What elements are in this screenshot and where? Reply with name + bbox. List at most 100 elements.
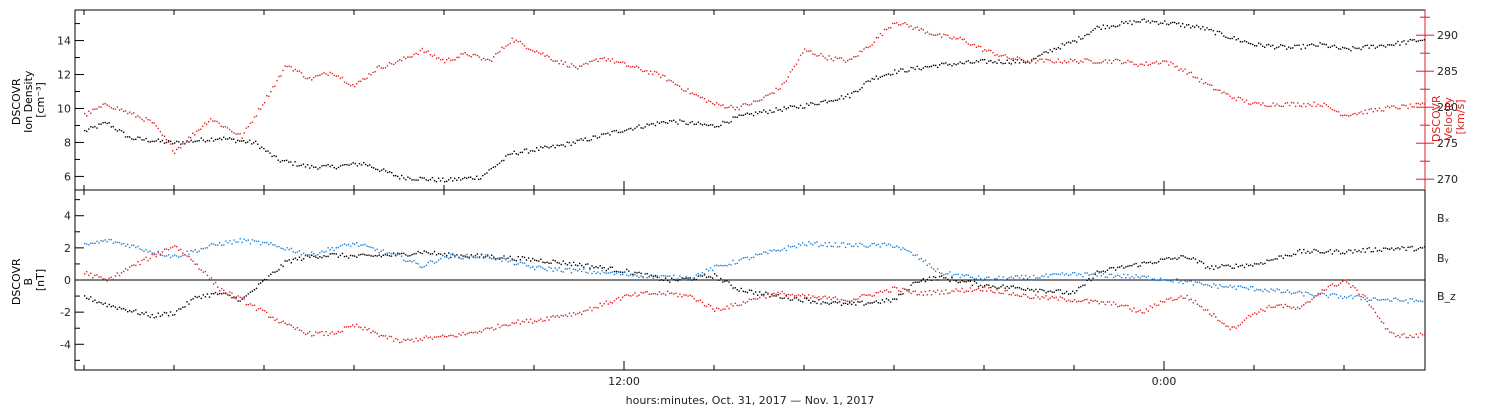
data-point [450, 334, 452, 336]
data-point [1178, 257, 1180, 259]
data-point [705, 268, 708, 270]
data-point [1063, 60, 1066, 62]
data-point [1143, 312, 1145, 314]
data-point [384, 254, 387, 256]
data-point [937, 289, 939, 291]
data-point [1370, 251, 1372, 253]
data-point [304, 166, 307, 168]
data-point [920, 69, 922, 71]
data-point [594, 135, 596, 137]
data-point [221, 244, 223, 246]
data-point [380, 256, 382, 258]
data-point [505, 324, 507, 326]
data-point [1423, 334, 1426, 336]
data-point [1110, 304, 1113, 306]
data-point [151, 253, 153, 256]
data-point [448, 179, 450, 181]
data-point [683, 120, 685, 123]
data-point [697, 300, 699, 302]
data-point [278, 269, 280, 271]
data-point [1086, 272, 1088, 274]
data-point [820, 298, 822, 300]
data-point [822, 244, 824, 247]
data-point [141, 139, 143, 141]
data-point [427, 252, 429, 254]
data-point [474, 255, 477, 257]
data-point [277, 159, 279, 161]
data-point [374, 249, 376, 252]
data-point [646, 70, 648, 72]
data-point [971, 284, 974, 287]
data-point [619, 273, 622, 276]
data-point [157, 252, 159, 254]
data-point [374, 331, 376, 333]
data-point [779, 88, 781, 90]
data-point [1339, 48, 1342, 50]
data-point [302, 163, 305, 165]
data-point [1260, 289, 1262, 291]
data-point [84, 112, 86, 115]
data-point [386, 337, 389, 340]
data-point [343, 255, 346, 258]
data-point [364, 326, 366, 328]
data-point [112, 242, 114, 244]
data-point [622, 61, 624, 63]
data-point [397, 338, 399, 341]
data-point [761, 253, 763, 255]
data-point [1012, 57, 1014, 60]
data-point [1049, 290, 1051, 292]
data-point [849, 243, 851, 245]
data-point [939, 64, 941, 66]
data-point [779, 292, 781, 295]
data-point [646, 291, 648, 293]
data-point [444, 61, 446, 64]
data-point [376, 332, 378, 335]
data-point [354, 85, 356, 88]
data-point [617, 271, 620, 273]
data-point [370, 332, 372, 334]
data-point [474, 178, 476, 180]
data-point [1080, 38, 1082, 40]
data-point [373, 167, 375, 169]
data-point [1039, 277, 1041, 279]
data-point [274, 319, 276, 321]
data-point [155, 316, 157, 318]
data-point [454, 177, 456, 180]
data-point [630, 127, 632, 130]
data-point [1188, 71, 1190, 74]
data-point [812, 102, 814, 104]
data-point [1399, 336, 1401, 338]
data-point [239, 133, 241, 135]
data-point [652, 73, 654, 76]
data-point [1121, 265, 1123, 267]
data-point [589, 60, 591, 63]
data-point [1370, 306, 1372, 308]
data-point [276, 318, 278, 320]
data-point [777, 249, 779, 252]
data-point [120, 130, 123, 132]
data-point [329, 253, 331, 255]
data-point [570, 272, 573, 274]
data-point [1411, 245, 1413, 248]
data-point [1387, 248, 1389, 250]
data-point [673, 279, 675, 281]
data-point [574, 264, 577, 266]
data-point [1376, 46, 1379, 48]
data-point [728, 122, 730, 124]
data-point [1200, 283, 1203, 285]
data-point [1027, 278, 1029, 280]
data-point [456, 179, 458, 181]
data-point [493, 256, 495, 258]
data-point [480, 254, 483, 256]
data-point [879, 302, 882, 304]
data-point [689, 278, 691, 280]
data-point [937, 268, 939, 270]
data-point [550, 316, 552, 318]
data-point [378, 65, 380, 67]
data-point [1037, 296, 1039, 298]
data-point [1125, 61, 1127, 64]
data-point [343, 326, 346, 328]
data-point [1339, 282, 1342, 284]
data-point [894, 22, 896, 25]
data-point [1102, 24, 1104, 26]
